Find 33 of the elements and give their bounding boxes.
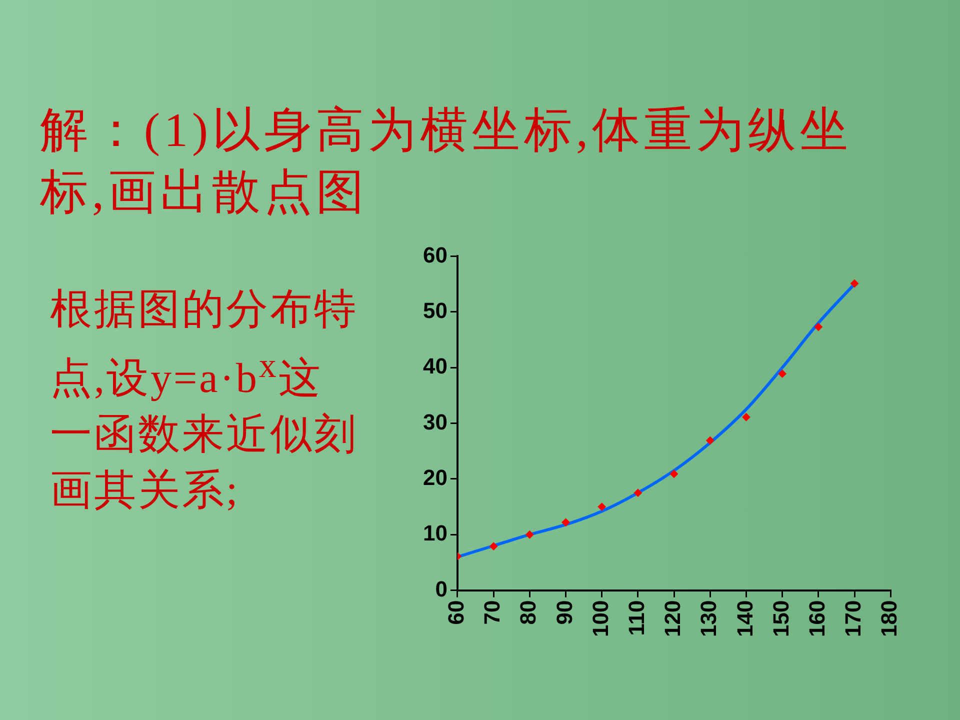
- point: [706, 436, 714, 445]
- point: [742, 413, 750, 422]
- y-tick-label: 50: [422, 298, 448, 323]
- point: [850, 279, 859, 288]
- point: [562, 518, 570, 526]
- x-tick-label: 180: [876, 600, 902, 638]
- point: [778, 370, 786, 378]
- y-tick-label: 20: [422, 464, 448, 490]
- x-tick-label: 60: [444, 600, 469, 625]
- point: [526, 530, 534, 539]
- x-tick-label: 140: [732, 600, 758, 638]
- y-tick-label: 30: [422, 409, 448, 434]
- point: [634, 488, 642, 497]
- point: [814, 322, 822, 331]
- point: [598, 502, 606, 511]
- x-tick-label: 130: [696, 600, 722, 638]
- x-tick-label: 160: [804, 600, 830, 638]
- y-tick-label: 10: [422, 520, 448, 546]
- y-tick-label: 0: [435, 576, 448, 602]
- point: [670, 470, 678, 478]
- x-tick-label: 70: [480, 600, 505, 625]
- y-tick-label: 60: [422, 242, 448, 268]
- x-tick-label: 120: [660, 600, 686, 638]
- chart-title: 解：(1)以身高为横坐标,体重为纵坐标,画出散点图: [40, 103, 853, 221]
- x-tick-label: 170: [840, 600, 866, 638]
- x-tick-label: 100: [588, 600, 613, 638]
- x-tick-label: 80: [516, 600, 541, 625]
- x-tick-label: 90: [552, 600, 577, 625]
- point: [490, 542, 498, 550]
- y-tick-label: 40: [422, 354, 448, 379]
- text: 根据图的分布特点,设y=a·b$^{x}$这一函数来近似刻画其关系;: [50, 286, 359, 516]
- x-tick-label: 150: [768, 600, 794, 638]
- x-tick-label: 110: [624, 600, 650, 636]
